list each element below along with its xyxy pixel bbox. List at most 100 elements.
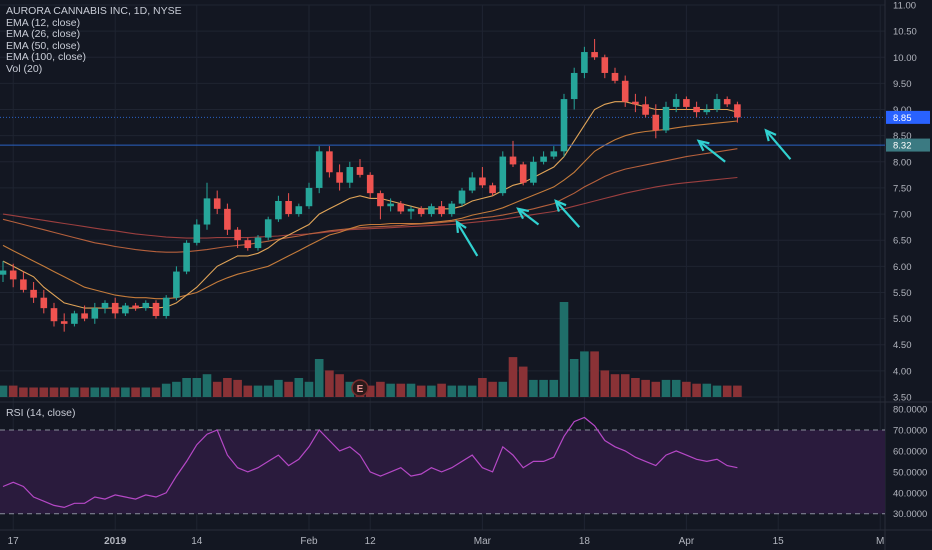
volume-bar bbox=[90, 387, 100, 397]
candle-body bbox=[50, 308, 58, 322]
volume-bar bbox=[580, 351, 589, 397]
candle-body bbox=[723, 99, 731, 105]
volume-bar bbox=[631, 378, 640, 397]
annotation-arrow bbox=[555, 200, 581, 228]
candle-body bbox=[601, 57, 609, 73]
candle-body bbox=[356, 167, 364, 175]
candle-body bbox=[346, 167, 354, 183]
rsi-tick-label: 70.0000 bbox=[893, 426, 927, 437]
volume-bar bbox=[172, 381, 181, 397]
candle-body bbox=[0, 270, 7, 275]
volume-bar bbox=[121, 387, 130, 397]
volume-bar bbox=[335, 374, 344, 397]
volume-bar bbox=[284, 381, 293, 397]
volume-bar bbox=[498, 381, 508, 397]
candle-body bbox=[183, 242, 190, 272]
volume-bar bbox=[151, 387, 161, 397]
volume-bar bbox=[447, 385, 457, 397]
volume-bar bbox=[600, 370, 610, 397]
candle-body bbox=[305, 187, 313, 207]
volume-bar bbox=[29, 387, 38, 397]
candle-body bbox=[162, 297, 170, 316]
candle-body bbox=[417, 208, 425, 215]
volume-bar bbox=[692, 383, 701, 397]
volume-bar bbox=[253, 385, 263, 397]
volume-bar bbox=[212, 381, 222, 397]
ema100-line bbox=[2, 176, 738, 239]
volume-bar bbox=[294, 378, 304, 397]
candle-body bbox=[142, 302, 150, 309]
legend-title: AURORA CANNABIS INC, 1D, NYSE bbox=[6, 5, 182, 17]
candle-body bbox=[591, 52, 598, 58]
volume-bar bbox=[467, 385, 477, 397]
volume-bar bbox=[722, 385, 732, 397]
candle-body bbox=[662, 106, 670, 131]
candle-body bbox=[377, 193, 384, 207]
volume-bar bbox=[661, 379, 671, 397]
volume-bar bbox=[539, 379, 548, 397]
candle-body bbox=[438, 206, 445, 215]
last-price-value: 8.85 bbox=[893, 113, 912, 124]
candle-body bbox=[407, 208, 415, 212]
volume-bar bbox=[100, 387, 110, 397]
volume-bar bbox=[274, 379, 283, 397]
candle-body bbox=[111, 302, 119, 314]
volume-bar bbox=[314, 359, 324, 397]
candle-body bbox=[366, 174, 374, 194]
time-tick-label: Feb bbox=[300, 536, 318, 547]
annotation-arrowhead bbox=[554, 199, 567, 212]
volume-bar bbox=[457, 385, 467, 397]
volume-bar bbox=[345, 381, 355, 397]
candle-body bbox=[264, 219, 272, 238]
ema50-line bbox=[2, 148, 738, 253]
rsi-line bbox=[2, 416, 738, 509]
candle-body bbox=[448, 203, 456, 215]
annotation-arrow bbox=[697, 140, 726, 163]
candle-body bbox=[479, 177, 486, 186]
rsi-tick-label: 30.0000 bbox=[893, 509, 927, 520]
candle-body bbox=[30, 289, 37, 298]
volume-bar bbox=[0, 385, 8, 397]
volume-bar bbox=[518, 366, 528, 397]
volume-bar bbox=[559, 302, 569, 397]
ema26-line bbox=[2, 120, 738, 300]
candle-body bbox=[713, 99, 721, 110]
volume-bar bbox=[651, 381, 661, 397]
volume-bar bbox=[325, 370, 334, 397]
candle-body bbox=[254, 237, 262, 249]
volume-bar bbox=[590, 351, 599, 397]
candle-body bbox=[458, 190, 466, 204]
candle-body bbox=[499, 156, 507, 194]
rsi-tick-label: 50.0000 bbox=[893, 467, 927, 478]
candle-body bbox=[101, 302, 109, 309]
volume-bar bbox=[39, 387, 49, 397]
volume-bar bbox=[49, 387, 59, 397]
time-tick-label: Mar bbox=[474, 536, 492, 547]
candle-body bbox=[468, 177, 476, 191]
annotation-arrowhead bbox=[764, 128, 777, 142]
volume-bar bbox=[365, 385, 375, 397]
candle-body bbox=[632, 101, 639, 105]
candle-body bbox=[611, 72, 619, 81]
price-tick-label: 9.00 bbox=[893, 105, 912, 116]
price-tick-label: 8.50 bbox=[893, 131, 912, 142]
volume-bar bbox=[406, 383, 416, 397]
legend-ema100: EMA (100, close) bbox=[6, 51, 86, 64]
volume-bar bbox=[192, 378, 202, 397]
candle-body bbox=[71, 313, 78, 324]
candle-body bbox=[519, 164, 527, 183]
candle-body bbox=[642, 104, 649, 115]
candle-body bbox=[652, 114, 660, 131]
annotation-arrowhead bbox=[455, 219, 467, 233]
candle-body bbox=[275, 201, 282, 220]
time-tick-label: 15 bbox=[773, 536, 785, 547]
volume-bar bbox=[182, 378, 191, 397]
price-tick-label: 3.50 bbox=[893, 393, 912, 404]
candle-body bbox=[560, 99, 568, 152]
candle-body bbox=[315, 151, 323, 188]
volume-bar bbox=[59, 387, 69, 397]
volume-bar bbox=[131, 387, 140, 397]
rsi-tick-label: 80.0000 bbox=[893, 405, 927, 416]
price-tick-label: 4.50 bbox=[893, 340, 912, 351]
